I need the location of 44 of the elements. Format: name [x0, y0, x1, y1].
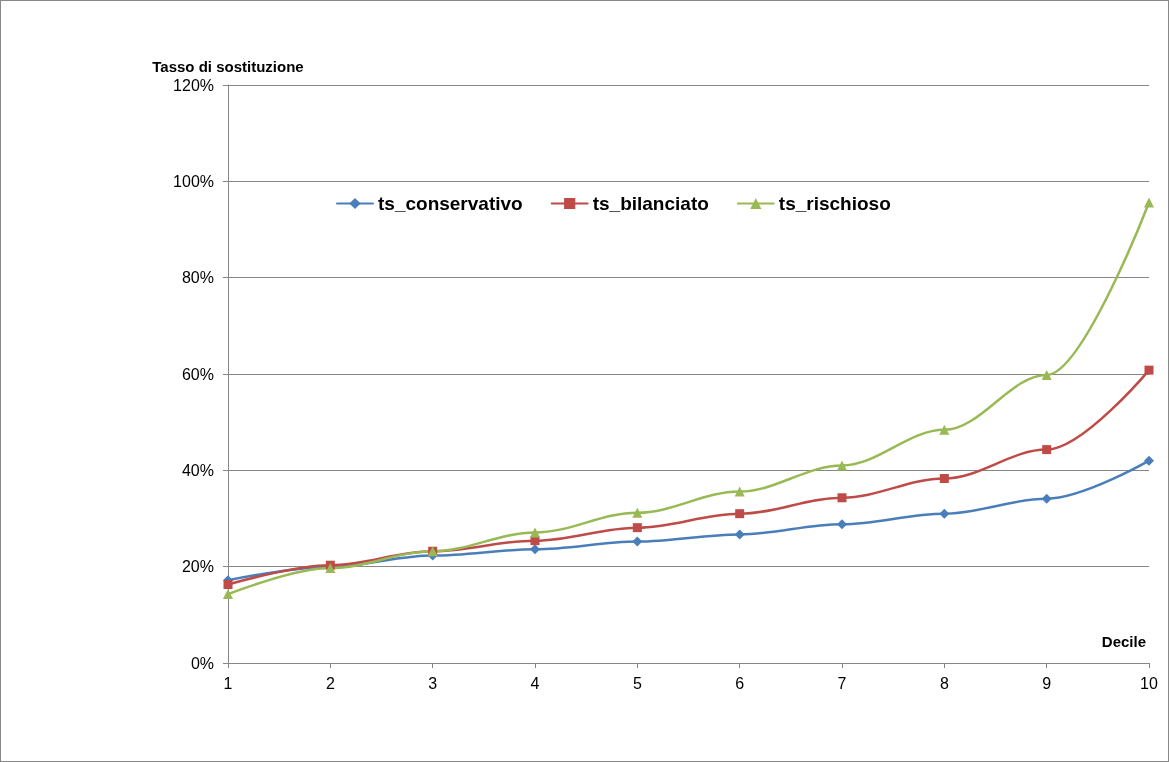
x-tick-label: 2 [325, 674, 335, 692]
x-tick-label: 6 [735, 674, 745, 692]
x-tick-label: 8 [939, 674, 949, 692]
point [1144, 197, 1154, 208]
x-tick-label: 1 [223, 674, 233, 692]
y-tick-label: 100% [173, 172, 214, 190]
point [837, 493, 847, 503]
point [632, 523, 642, 533]
point [632, 507, 643, 518]
y-tick-label: 40% [181, 461, 214, 479]
point [223, 579, 233, 589]
legend-label: ts_bilanciato [592, 193, 709, 214]
point [632, 536, 643, 547]
point [734, 486, 745, 497]
y-tick-label: 80% [181, 269, 214, 287]
y-tick-label: 20% [181, 558, 214, 576]
point [1042, 445, 1052, 455]
point [837, 519, 847, 530]
point [939, 424, 950, 435]
point [735, 509, 745, 519]
x-tick-label: 10 [1140, 674, 1158, 692]
x-tick-label: 9 [1042, 674, 1052, 692]
point [1144, 455, 1154, 466]
point [734, 529, 745, 540]
legend-label: ts_conservativo [378, 193, 523, 214]
point [837, 460, 847, 471]
x-tick-label: 4 [530, 674, 540, 692]
point [530, 544, 540, 555]
point [223, 589, 233, 600]
y-tick-label: 120% [173, 76, 214, 94]
point [939, 474, 949, 484]
x-tick-label: 7 [837, 674, 847, 692]
point [1144, 365, 1154, 375]
legend-label: ts_rischioso [778, 193, 891, 214]
y-axis-title: Tasso di sostituzione [152, 57, 304, 75]
y-tick-label: 0% [190, 654, 214, 672]
point [939, 508, 950, 519]
x-tick-label: 3 [428, 674, 438, 692]
point [1041, 493, 1052, 504]
x-axis-title: Decile [1101, 633, 1146, 650]
y-tick-label: 60% [181, 365, 214, 383]
point [1041, 369, 1052, 380]
point [530, 527, 540, 538]
x-tick-label: 5 [632, 674, 642, 692]
